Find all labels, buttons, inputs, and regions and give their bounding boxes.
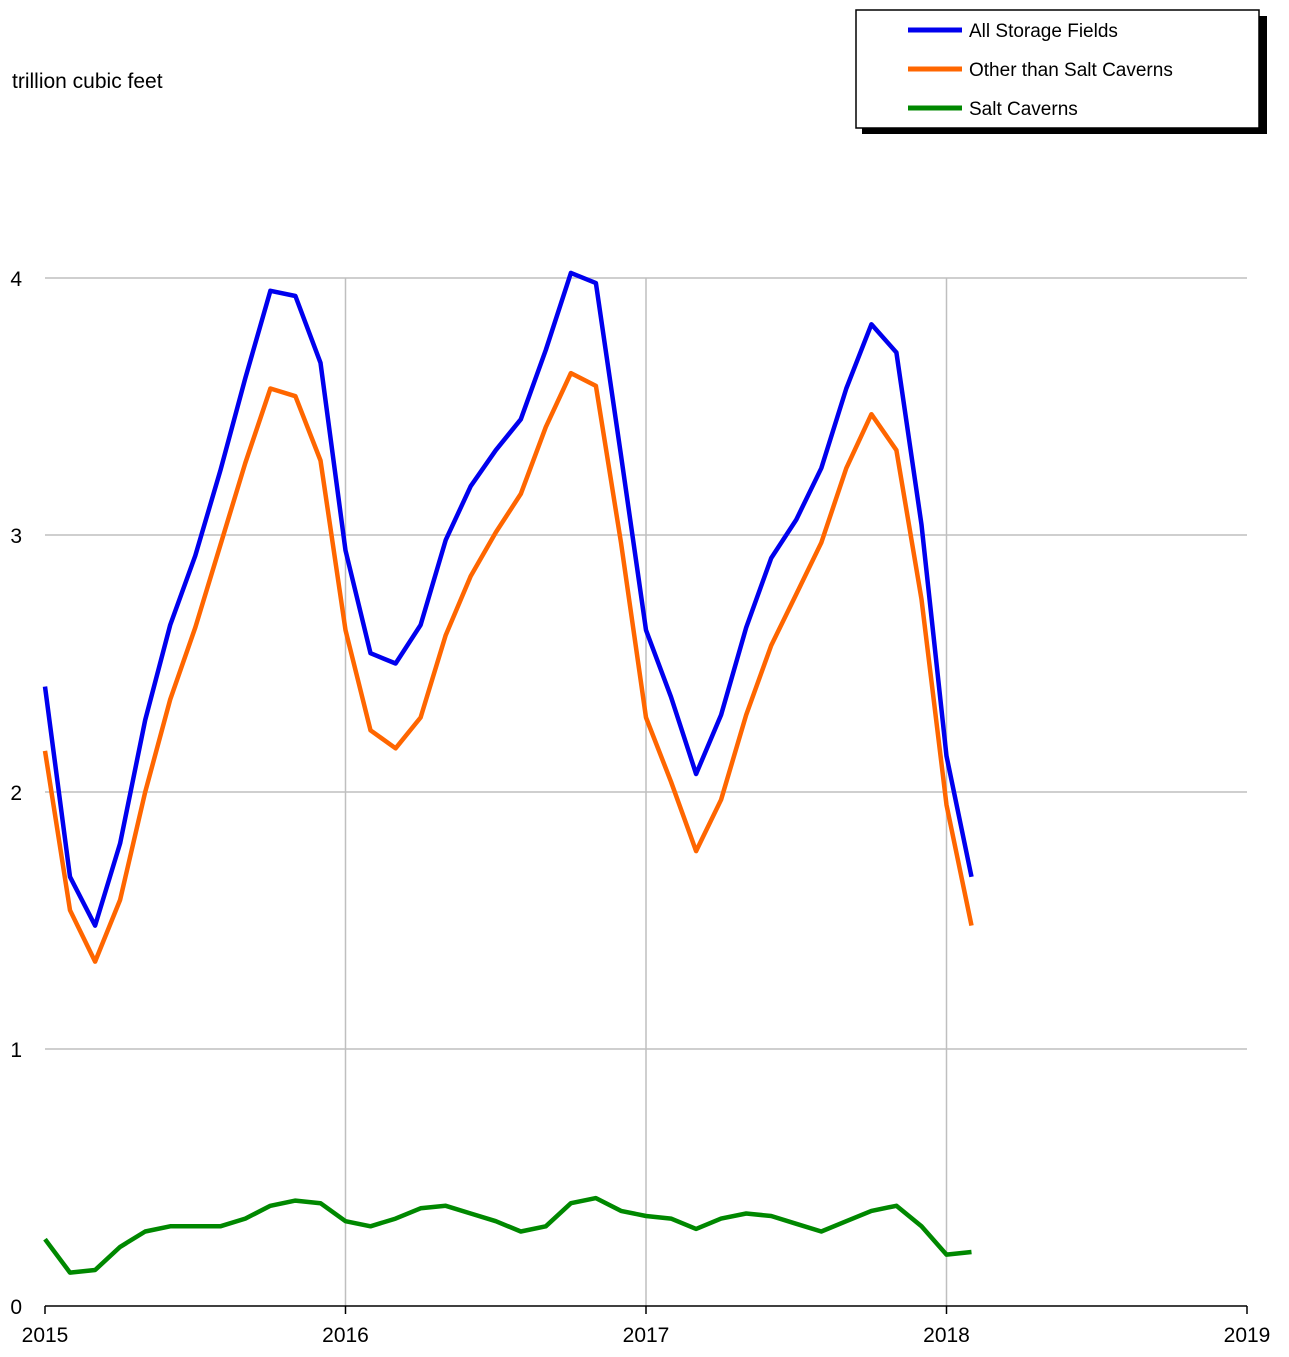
x-tick-label: 2018 (923, 1324, 970, 1347)
unit-label: trillion cubic feet (12, 70, 163, 93)
series-line-other-than-salt-caverns (42, 370, 974, 964)
series-line-salt-caverns (43, 1195, 972, 1275)
axes (44, 1305, 1248, 1314)
y-tick-label: 3 (10, 525, 22, 548)
legend-label: Salt Caverns (969, 99, 1078, 120)
gridlines (45, 277, 1247, 1306)
x-tick-label: 2017 (623, 1324, 670, 1347)
y-tick-label: 4 (10, 268, 22, 291)
y-tick-label: 2 (10, 782, 22, 805)
legend-label: Other than Salt Caverns (969, 60, 1173, 81)
series-line-all-storage-fields (42, 270, 974, 928)
x-tick-label: 2015 (22, 1324, 69, 1347)
series-lines (42, 270, 974, 1275)
y-tick-label: 0 (10, 1296, 22, 1319)
y-tick-label: 1 (10, 1039, 22, 1062)
legend-label: All Storage Fields (969, 21, 1118, 42)
x-tick-labels: 2015 2016 2017 2018 2019 (22, 1324, 1271, 1347)
legend: All Storage Fields Other than Salt Cavern… (855, 9, 1267, 134)
y-tick-labels: 0 1 2 3 4 (10, 268, 22, 1319)
x-tick-label: 2016 (322, 1324, 369, 1347)
legend-items: All Storage Fields Other than Salt Cavern… (908, 21, 1173, 120)
x-tick-label: 2019 (1224, 1324, 1271, 1347)
